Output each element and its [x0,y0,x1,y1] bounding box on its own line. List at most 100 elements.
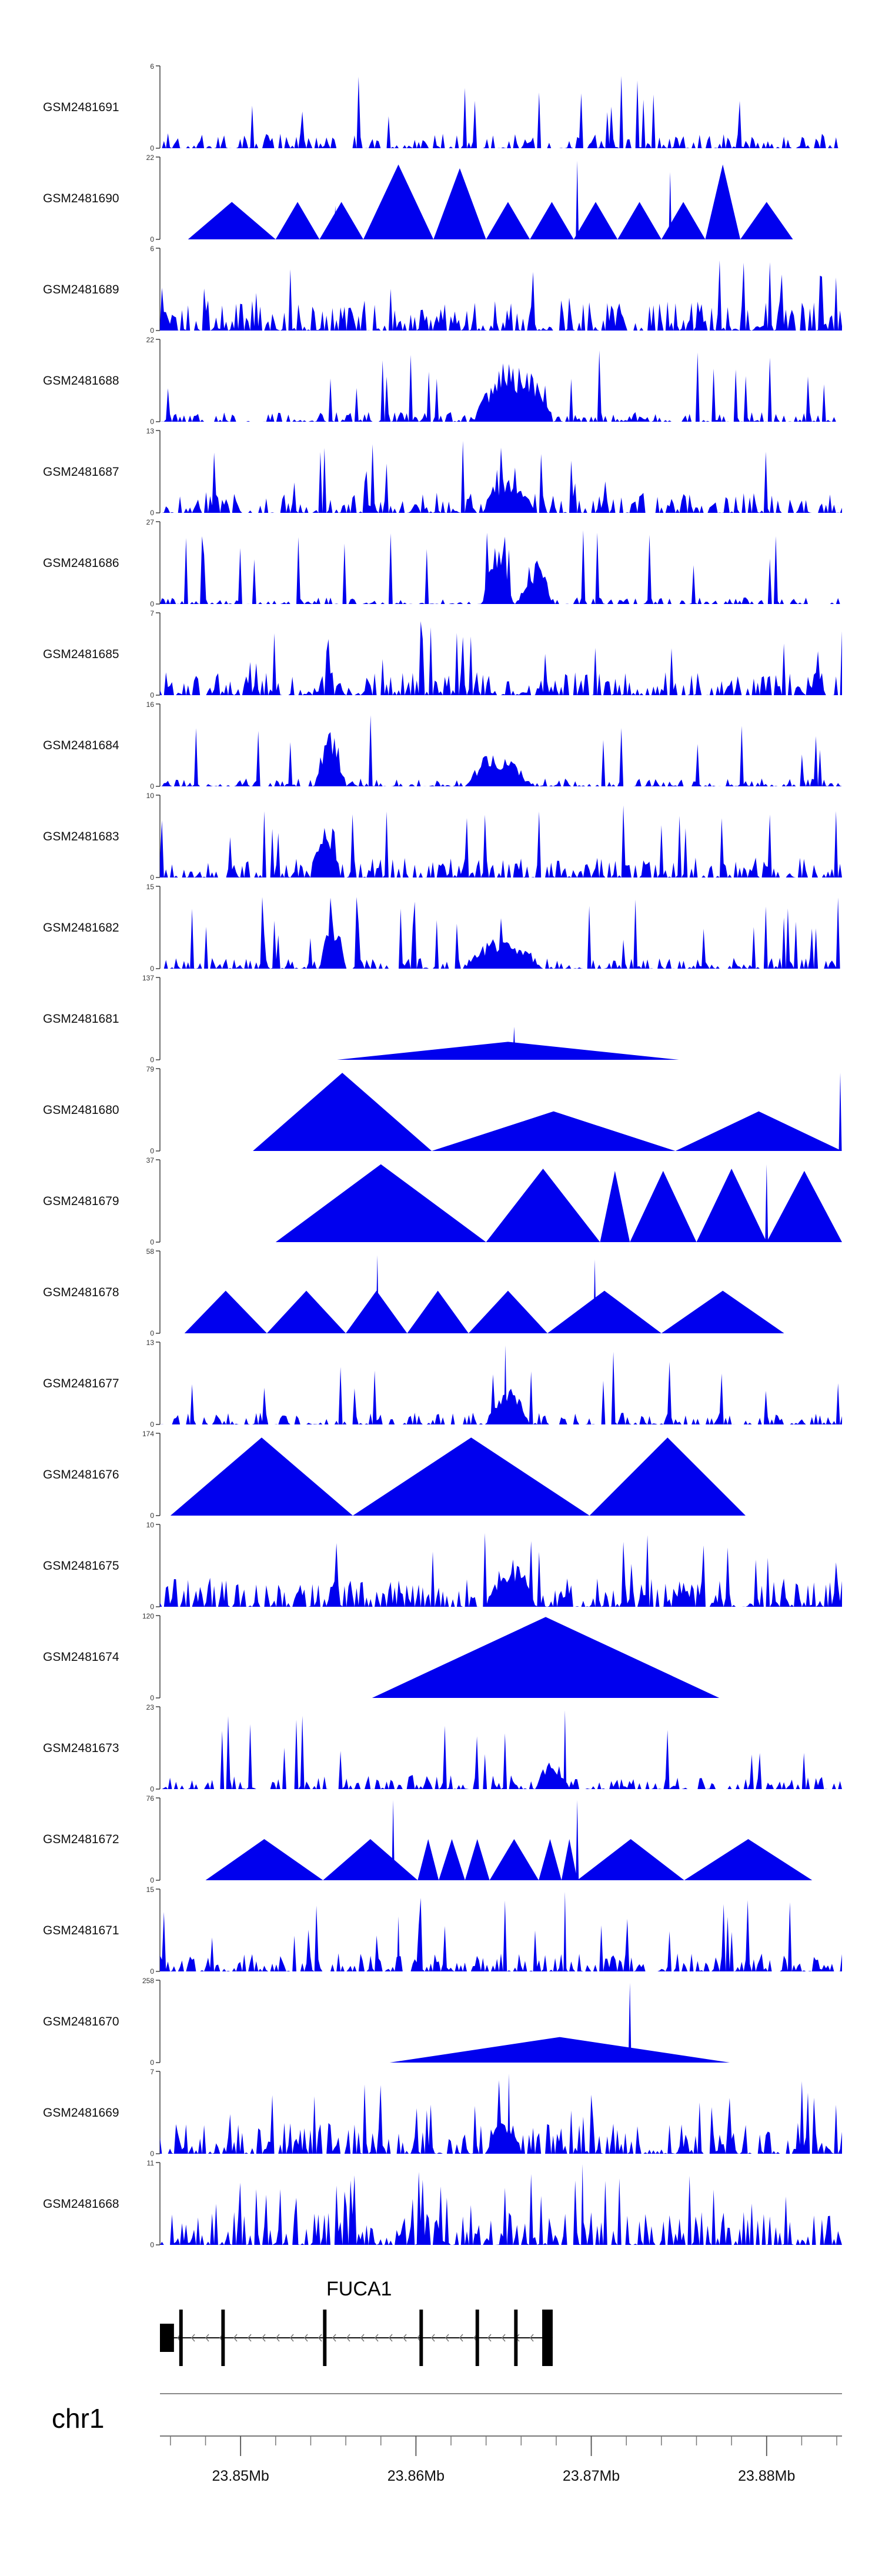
coverage-triangle [547,1290,662,1333]
coverage-spike [628,1983,632,2063]
track-GSM2481690: GSM2481690 22 0 [43,154,793,243]
y-tick-label-max: 76 [146,1794,155,1803]
y-tick-label-min: 0 [150,1967,154,1976]
coverage-triangle [266,1290,346,1333]
coverage-spike [376,1255,379,1333]
strand-chevron [262,2334,266,2342]
gene-exon [179,2310,183,2366]
track-GSM2481680: GSM2481680 79 0 [43,1065,842,1155]
coverage-triangle [705,164,741,239]
track-GSM2481686: GSM2481686 27 0 [43,518,842,608]
y-tick-label-min: 0 [150,1420,154,1429]
track-GSM2481676: GSM2481676 174 0 [43,1430,746,1520]
coverage-triangle [433,168,486,239]
track-label: GSM2481677 [43,1377,119,1390]
y-tick-label-min: 0 [150,1329,154,1337]
track-GSM2481683: GSM2481683 10 0 [43,792,842,882]
strand-chevron [290,2334,294,2342]
strand-chevron [191,2334,195,2342]
coverage-area [160,1533,842,1607]
coverage-spike [563,1891,567,1971]
coverage-triangle [573,202,618,239]
coverage-triangle [205,1839,323,1880]
track-GSM2481672: GSM2481672 76 0 [43,1794,813,1884]
coverage-triangle [486,1169,600,1242]
track-GSM2481675: GSM2481675 10 0 [43,1521,842,1611]
y-tick-label-max: 13 [146,427,155,435]
coverage-area [160,2080,842,2154]
y-tick-label-max: 22 [146,336,155,344]
y-tick-label-max: 79 [146,1065,155,1073]
x-tick-label: 23.86Mb [387,2468,445,2484]
coverage-triangle [530,202,574,239]
coverage-area [160,530,842,604]
coverage-triangle [439,1839,465,1880]
gene-name-label: FUCA1 [326,2278,392,2300]
coverage-triangle [323,1839,418,1880]
strand-chevron [487,2334,492,2342]
y-tick-label-max: 7 [150,609,154,618]
x-tick-label: 23.87Mb [563,2468,620,2484]
track-panel: GSM248169160GSM2481690220GSM248168960GSM… [43,62,842,2249]
coverage-triangle [589,1437,746,1516]
gene-exon [514,2310,518,2366]
strand-chevron [502,2334,506,2342]
gene-exon [475,2310,479,2366]
coverage-triangle [577,1839,684,1880]
y-tick-label-min: 0 [150,2150,154,2158]
coverage-area [160,1898,842,1971]
track-label: GSM2481671 [43,1924,119,1937]
coverage-area [160,897,842,969]
x-tick-label: 23.85Mb [212,2468,269,2484]
coverage-area [160,621,842,695]
y-tick-label-min: 0 [150,782,154,790]
coverage-spike [563,1710,567,1789]
track-label: GSM2481673 [43,1741,119,1755]
track-label: GSM2481682 [43,921,119,935]
track-label: GSM2481674 [43,1650,119,1664]
track-label: GSM2481675 [43,1559,119,1573]
y-tick-label-min: 0 [150,418,154,426]
strand-chevron [403,2334,407,2342]
track-GSM2481681: GSM2481681 137 0 [43,974,679,1064]
x-tick-label: 23.88Mb [738,2468,795,2484]
y-tick-label-max: 15 [146,883,155,891]
y-tick-label-max: 15 [146,1886,155,1894]
gene-model: FUCA1 [160,2278,553,2366]
y-tick-label-min: 0 [150,1056,154,1064]
y-tick-label-max: 174 [142,1430,154,1438]
coverage-area [160,805,842,877]
track-GSM2481668: GSM2481668 11 0 [43,2159,842,2249]
track-label: GSM2481688 [43,374,119,388]
coverage-triangle [684,1839,813,1880]
coverage-spike [581,2164,584,2245]
strand-chevron [360,2334,365,2342]
track-label: GSM2481669 [43,2106,119,2120]
coverage-area [160,76,842,148]
coverage-spike [576,161,579,239]
gene-exon [419,2310,423,2366]
coverage-triangle [486,202,530,239]
coverage-triangle [661,202,706,239]
coverage-triangle [561,1839,577,1880]
y-tick-label-max: 27 [146,518,155,526]
strand-chevron [445,2334,449,2342]
y-tick-label-min: 0 [150,691,154,699]
strand-chevron [389,2334,393,2342]
track-GSM2481674: GSM2481674 120 0 [43,1612,720,1702]
y-tick-label-max: 37 [146,1156,155,1164]
coverage-triangle [275,1164,486,1242]
coverage-spike [669,172,672,239]
genome-axis: chr1 23.85Mb 23.86Mb 23.87Mb 23.88Mb [52,2393,842,2484]
coverage-area [160,715,842,786]
track-label: GSM2481681 [43,1012,119,1026]
coverage-triangle [766,1170,842,1242]
track-GSM2481669: GSM2481669 7 0 [43,2068,842,2158]
y-tick-label-max: 137 [142,974,154,982]
track-label: GSM2481679 [43,1194,119,1208]
coverage-triangle [432,1111,676,1151]
track-label: GSM2481678 [43,1286,119,1299]
coverage-triangle [661,1290,784,1333]
y-tick-label-min: 0 [150,1238,154,1246]
track-label: GSM2481689 [43,283,119,296]
